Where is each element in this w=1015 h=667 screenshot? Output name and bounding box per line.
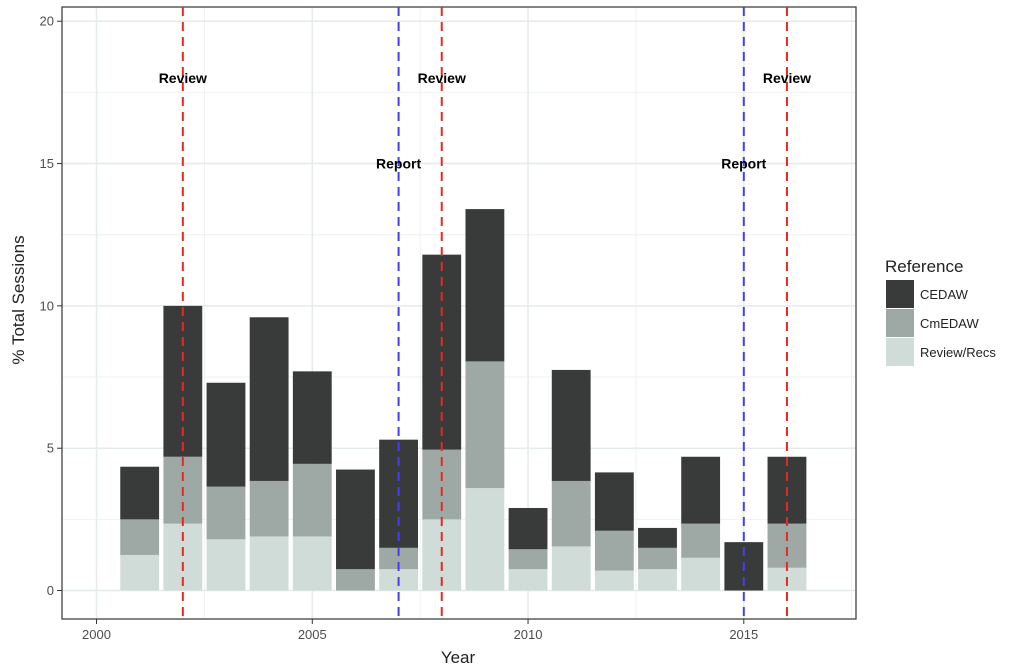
bar-segment — [551, 480, 591, 547]
bar-segment — [681, 456, 721, 524]
legend-swatch — [886, 338, 914, 366]
y-tick-label: 5 — [47, 441, 54, 456]
reference-line-label: Review — [418, 70, 466, 86]
bar-segment — [638, 569, 677, 591]
bar-segment — [336, 569, 375, 591]
plot-border — [61, 6, 857, 620]
bar-segment — [465, 209, 505, 362]
bar-segment — [379, 547, 419, 570]
bar-layer — [120, 209, 807, 591]
bar-segment — [249, 317, 289, 481]
y-axis-title: % Total Sessions — [9, 235, 28, 364]
bar-segment — [594, 570, 634, 591]
bar-segment — [120, 466, 160, 520]
legend-label: Review/Recs — [920, 345, 996, 360]
bar-segment — [681, 523, 721, 558]
legend-swatch — [886, 309, 914, 337]
bar-segment — [120, 554, 160, 591]
bar-segment — [120, 519, 160, 555]
y-tick-label: 20 — [40, 14, 54, 29]
y-tick-label: 10 — [40, 298, 54, 313]
legend-title: Reference — [885, 257, 963, 276]
y-tick-label: 15 — [40, 156, 54, 171]
bar-segment — [292, 463, 332, 537]
bar-segment — [465, 361, 505, 489]
legend: Reference CEDAW CmEDAW Review/Recs — [885, 257, 996, 366]
bar-segment — [638, 547, 677, 570]
y-tick-label: 0 — [47, 583, 54, 598]
x-tick-label: 2005 — [298, 627, 327, 642]
bar-segment — [594, 472, 634, 531]
bar-segment — [206, 539, 246, 591]
bar-segment — [551, 369, 591, 481]
x-axis-title: Year — [441, 648, 476, 667]
reference-line-label: Review — [159, 70, 207, 86]
legend-label: CmEDAW — [920, 316, 979, 331]
bar-segment — [594, 530, 634, 571]
reference-line-label: Review — [763, 70, 811, 86]
bar-segment — [638, 527, 677, 548]
bar-segment — [508, 507, 548, 550]
bar-segment — [292, 371, 332, 464]
x-tick-label: 2010 — [514, 627, 543, 642]
bar-segment — [206, 486, 246, 540]
legend-swatch — [886, 280, 914, 308]
bar-segment — [336, 469, 375, 570]
bar-segment — [465, 488, 505, 591]
bar-segment — [206, 382, 246, 487]
reference-line-layer: Review Report Review Report Review — [159, 7, 811, 619]
reference-line-label: Report — [721, 156, 766, 172]
legend-label: CEDAW — [920, 287, 969, 302]
bar-segment — [681, 557, 721, 591]
bar-segment — [249, 480, 289, 537]
bar-segment — [508, 569, 548, 591]
reference-line-label: Report — [376, 156, 421, 172]
bar-segment — [292, 536, 332, 591]
bar-segment — [508, 549, 548, 570]
bar-segment — [767, 523, 807, 568]
bar-segment — [551, 546, 591, 591]
axis-tick-layer: 0 5 10 15 20 2000 2005 2010 2015 — [40, 14, 759, 642]
bar-segment — [249, 536, 289, 591]
x-tick-label: 2000 — [82, 627, 111, 642]
x-tick-label: 2015 — [729, 627, 758, 642]
